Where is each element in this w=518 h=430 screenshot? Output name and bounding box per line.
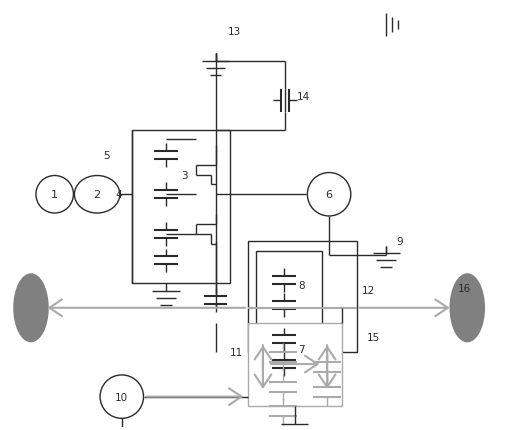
Ellipse shape (307, 173, 351, 216)
Text: 7: 7 (298, 344, 305, 354)
Bar (248, 323, 342, 406)
Text: 3: 3 (181, 170, 188, 180)
Text: 2: 2 (94, 190, 100, 200)
Text: 5: 5 (103, 150, 110, 160)
Text: 13: 13 (227, 28, 241, 37)
Text: 12: 12 (362, 286, 375, 295)
Text: 16: 16 (457, 283, 471, 293)
Bar (132, 131, 231, 283)
Ellipse shape (450, 273, 485, 343)
Text: 15: 15 (367, 333, 380, 343)
Text: 10: 10 (115, 392, 128, 402)
Ellipse shape (36, 176, 74, 214)
Text: 8: 8 (298, 280, 305, 290)
Ellipse shape (100, 375, 143, 418)
Text: 9: 9 (396, 236, 403, 246)
Text: 1: 1 (51, 190, 58, 200)
Bar (248, 241, 357, 352)
Ellipse shape (13, 273, 49, 343)
Ellipse shape (75, 176, 120, 214)
Text: 14: 14 (296, 91, 310, 101)
Text: 4: 4 (115, 190, 122, 200)
Text: 6: 6 (326, 190, 333, 200)
Bar (256, 251, 322, 343)
Text: 11: 11 (230, 347, 243, 357)
